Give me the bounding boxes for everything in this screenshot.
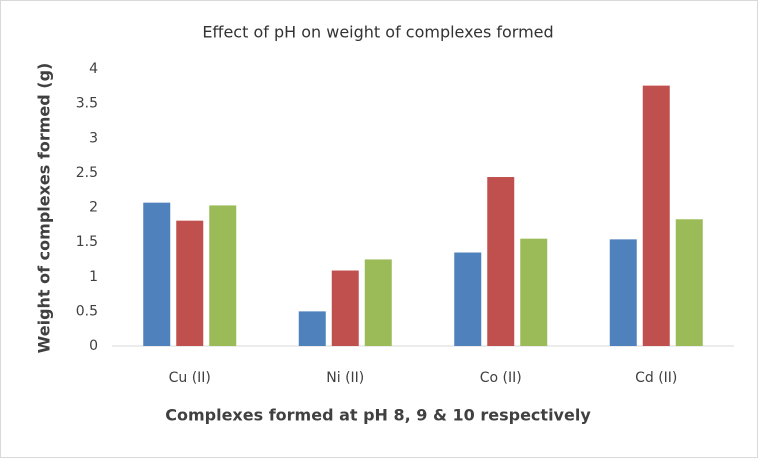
y-tick-label: 2 bbox=[89, 200, 98, 216]
y-tick-label: 3 bbox=[89, 130, 98, 146]
y-axis-title: Weight of complexes formed (g) bbox=[35, 63, 54, 354]
x-tick-label: Cu (II) bbox=[169, 370, 211, 386]
chart-title: Effect of pH on weight of complexes form… bbox=[202, 23, 553, 42]
y-tick-label: 1.5 bbox=[76, 234, 98, 250]
y-tick-label: 4 bbox=[89, 61, 98, 77]
y-tick-label: 0.5 bbox=[76, 303, 98, 319]
y-tick-label: 1 bbox=[89, 269, 98, 285]
y-tick-label: 3.5 bbox=[76, 96, 98, 112]
bar bbox=[609, 239, 637, 346]
x-tick-label: Cd (II) bbox=[635, 370, 677, 386]
y-tick-label: 0 bbox=[89, 338, 98, 354]
bar bbox=[209, 205, 237, 346]
bar bbox=[487, 177, 515, 346]
bar bbox=[143, 202, 171, 346]
bar bbox=[364, 259, 392, 346]
y-tick-label: 2.5 bbox=[76, 165, 98, 181]
bar bbox=[331, 270, 359, 346]
bar bbox=[520, 238, 548, 346]
bar bbox=[298, 311, 326, 346]
x-tick-label: Ni (II) bbox=[326, 370, 364, 386]
bar bbox=[454, 252, 482, 346]
bar bbox=[176, 220, 204, 346]
x-tick-label: Co (II) bbox=[480, 370, 522, 386]
bar bbox=[675, 219, 703, 346]
x-axis-title: Complexes formed at pH 8, 9 & 10 respect… bbox=[165, 406, 591, 425]
bar bbox=[642, 85, 670, 347]
